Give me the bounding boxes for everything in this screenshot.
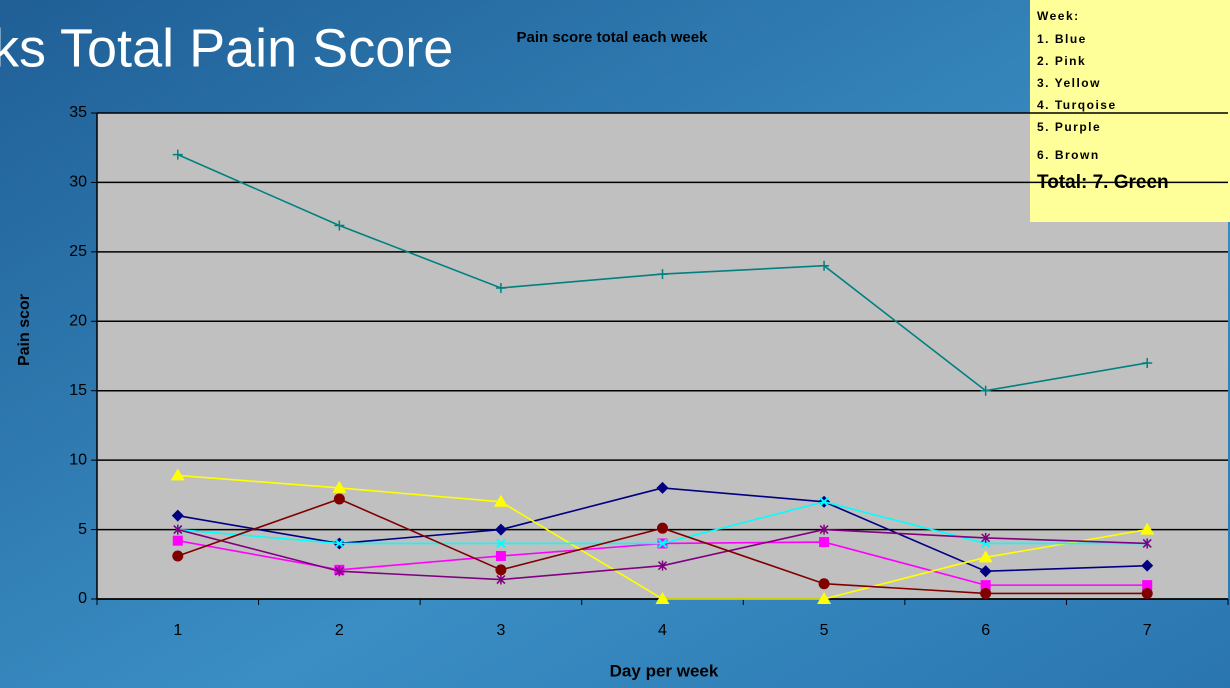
- legend-entry: 3. Yellow: [1037, 76, 1101, 90]
- marker: [1142, 538, 1152, 549]
- x-tick-label: 4: [658, 622, 667, 639]
- marker: [657, 538, 668, 549]
- marker: [979, 565, 992, 578]
- marker: [819, 497, 829, 507]
- legend-entry: 6. Brown: [1037, 148, 1100, 162]
- marker: [657, 269, 668, 280]
- marker: [494, 523, 507, 536]
- x-tick-label: 5: [820, 622, 829, 639]
- chart-title: Pain score total each week: [517, 29, 709, 46]
- marker: [981, 532, 991, 543]
- marker: [980, 580, 991, 591]
- marker: [655, 592, 670, 604]
- marker: [495, 550, 506, 561]
- y-tick-label: 20: [69, 313, 87, 330]
- marker: [980, 385, 991, 396]
- marker: [334, 566, 344, 577]
- x-tick-label: 1: [173, 622, 182, 639]
- x-tick-label: 7: [1143, 622, 1152, 639]
- marker: [496, 538, 506, 549]
- marker: [1141, 587, 1153, 599]
- x-tick-label: 6: [981, 622, 990, 639]
- y-axis-label: Pain scor: [16, 294, 33, 366]
- marker: [818, 578, 830, 590]
- marker: [656, 481, 669, 494]
- y-tick-label: 15: [69, 382, 87, 399]
- marker: [172, 535, 183, 546]
- marker: [657, 522, 668, 534]
- marker: [496, 574, 506, 585]
- marker: [172, 149, 183, 160]
- marker: [334, 220, 345, 231]
- legend-entry: 5. Purple: [1037, 120, 1101, 134]
- legend-entry: Total: 7. Green: [1037, 172, 1169, 193]
- legend-title: Week:: [1037, 9, 1080, 23]
- marker: [173, 524, 183, 535]
- y-tick-label: 35: [69, 104, 87, 121]
- marker: [170, 468, 185, 481]
- y-tick-label: 10: [69, 451, 87, 468]
- x-axis-label: Day per week: [610, 661, 719, 680]
- y-tick-label: 0: [78, 590, 87, 607]
- slide-title: ks Total Pain Score: [0, 18, 453, 78]
- marker: [171, 509, 184, 522]
- marker: [495, 282, 506, 293]
- marker: [817, 592, 832, 604]
- marker: [1142, 357, 1153, 368]
- marker: [334, 538, 345, 549]
- x-tick-label: 3: [496, 622, 505, 639]
- marker: [819, 260, 830, 271]
- marker: [657, 560, 668, 571]
- marker: [819, 524, 829, 535]
- marker: [495, 564, 507, 576]
- marker: [980, 587, 992, 599]
- legend-box: [1030, 0, 1230, 222]
- y-tick-label: 30: [69, 174, 87, 191]
- x-tick-label: 2: [335, 622, 344, 639]
- marker: [333, 493, 345, 505]
- marker: [819, 537, 830, 548]
- y-tick-label: 5: [78, 521, 87, 538]
- marker: [1140, 522, 1155, 535]
- marker: [1141, 559, 1154, 572]
- marker: [493, 494, 508, 507]
- marker: [978, 550, 993, 563]
- y-tick-label: 25: [69, 243, 87, 260]
- legend-entry: 4. Turqoise: [1037, 98, 1117, 112]
- legend-entry: 1. Blue: [1037, 32, 1087, 46]
- legend-entry: 2. Pink: [1037, 54, 1086, 68]
- marker: [332, 480, 347, 493]
- marker: [1142, 580, 1153, 591]
- marker: [172, 550, 184, 562]
